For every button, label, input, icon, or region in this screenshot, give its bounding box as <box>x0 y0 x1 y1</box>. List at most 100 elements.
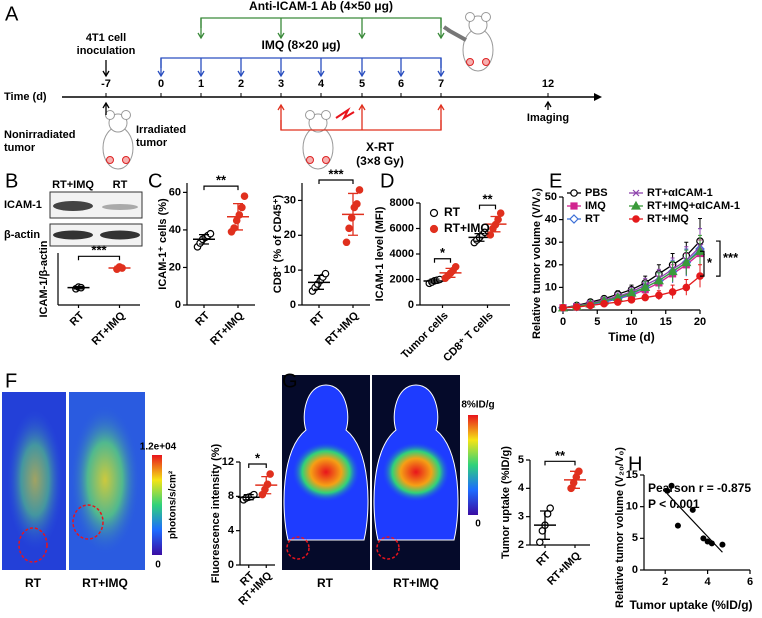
data-point <box>486 231 495 239</box>
error-bar <box>114 265 125 271</box>
y-tick-label: 5 <box>632 532 638 544</box>
x-tick-label: 5 <box>594 316 600 328</box>
mouse-icon <box>462 12 494 72</box>
data-point <box>653 275 664 285</box>
legend-marker <box>570 189 578 197</box>
data-point <box>355 186 364 194</box>
signal <box>292 442 360 502</box>
x-axis-label: Tumor uptake (%ID/g) <box>629 598 752 612</box>
significance-bracket <box>478 204 497 210</box>
data-point <box>535 538 544 546</box>
data-point <box>345 224 353 233</box>
x-tick-label: RT+IMQ <box>208 309 246 347</box>
x-tick-label: 0 <box>560 316 566 328</box>
group-label: RT <box>317 576 334 590</box>
colorbar-label: 0 <box>155 560 161 571</box>
arrow-head <box>277 70 285 78</box>
significance-label: ** <box>555 448 566 463</box>
x-tick-label: RT+IMQ <box>90 309 128 347</box>
lane-label: RT+IMQ <box>52 179 94 191</box>
inoculation-label: inoculation <box>77 45 136 57</box>
data-point <box>353 200 361 208</box>
blot <box>49 223 143 247</box>
y-axis-label: ICAM-1 level (MFI) <box>374 206 386 301</box>
panel-letter: E <box>549 170 562 192</box>
radiation-label: (3×8 Gy) <box>356 154 404 168</box>
y-tick-label: 0 <box>408 299 414 311</box>
y-tick-label: 0 <box>228 559 234 571</box>
arrow-head <box>197 32 205 40</box>
y-tick-label: 5 <box>518 454 524 466</box>
arrow-head <box>544 100 552 108</box>
x-tick-label: 10 <box>625 316 637 328</box>
colorbar-label: 1.2e+04 <box>140 442 177 453</box>
y-tick-label: 40 <box>169 224 181 236</box>
annotation: P < 0.001 <box>648 497 700 511</box>
data-point <box>546 504 555 512</box>
x-tick-label: RT+IMQ <box>545 549 583 587</box>
arrow-head <box>277 32 285 40</box>
colorbar-label: photons/s/cm² <box>168 470 179 539</box>
significance-label: * <box>707 255 713 270</box>
arrow-head <box>437 103 445 111</box>
day-label: 6 <box>398 78 404 90</box>
data-point <box>263 480 272 489</box>
y-tick-label: 0 <box>175 299 181 311</box>
significance-bracket <box>77 255 121 261</box>
data-point <box>600 299 608 308</box>
arrow-head <box>237 70 245 78</box>
data-point <box>240 192 249 200</box>
y-tick-label: 8000 <box>390 197 414 209</box>
signal <box>382 442 450 502</box>
significance-bracket <box>544 460 576 466</box>
data-point <box>664 487 671 494</box>
syringe-icon <box>442 25 467 42</box>
y-axis-label: Fluorescence intensity (%) <box>210 443 222 583</box>
data-point <box>640 282 651 291</box>
legend-label: RT+αICAM-1 <box>647 187 713 199</box>
significance-label: *** <box>91 243 107 258</box>
arrow-head <box>437 32 445 40</box>
y-tick-label: 10 <box>545 281 557 293</box>
data-point <box>238 203 246 212</box>
data-point <box>667 266 678 276</box>
arrow-head <box>317 70 325 78</box>
tumor-roi <box>72 504 104 540</box>
legend-marker <box>570 202 578 210</box>
blot-band <box>53 230 93 240</box>
significance-bracket <box>203 185 239 191</box>
tumor-label: tumor <box>4 142 36 154</box>
legend-marker <box>429 208 439 218</box>
error-bar <box>314 274 324 290</box>
day-label: 0 <box>158 78 164 90</box>
panel-letter: B <box>5 170 18 192</box>
panel-letter: F <box>5 370 17 392</box>
tumor-label: Nonirradiated <box>4 129 76 141</box>
y-tick-label: 4000 <box>390 248 414 260</box>
arrow-head <box>277 103 285 111</box>
error-bar <box>445 267 456 278</box>
lane-label: RT <box>113 179 128 191</box>
blot-band <box>53 201 93 211</box>
y-axis-label: CD8⁺ (% of CD45⁺) <box>272 194 284 293</box>
data-point <box>586 301 595 310</box>
colorbar <box>468 415 478 515</box>
antibody-label: Anti-ICAM-1 Ab (4×50 μg) <box>249 0 393 13</box>
day-label: -7 <box>101 78 111 90</box>
tumor-label: tumor <box>136 137 168 149</box>
arrow-head <box>358 32 366 40</box>
band-label: ICAM-1 <box>4 199 42 211</box>
day-label: 5 <box>359 78 365 90</box>
legend-marker <box>632 215 640 223</box>
bracket <box>200 17 442 28</box>
y-axis-label: Tumor uptake (%ID/g) <box>500 446 512 559</box>
tumor-label: Irradiated <box>136 124 186 136</box>
day-label: 4 <box>318 78 325 90</box>
error-bar <box>540 510 550 540</box>
significance-bracket <box>716 240 721 277</box>
data-point <box>613 298 622 306</box>
band-label: β-actin <box>4 229 40 241</box>
day-label: 12 <box>542 78 554 90</box>
data-point <box>655 291 663 300</box>
y-tick-label: 0 <box>290 299 296 311</box>
